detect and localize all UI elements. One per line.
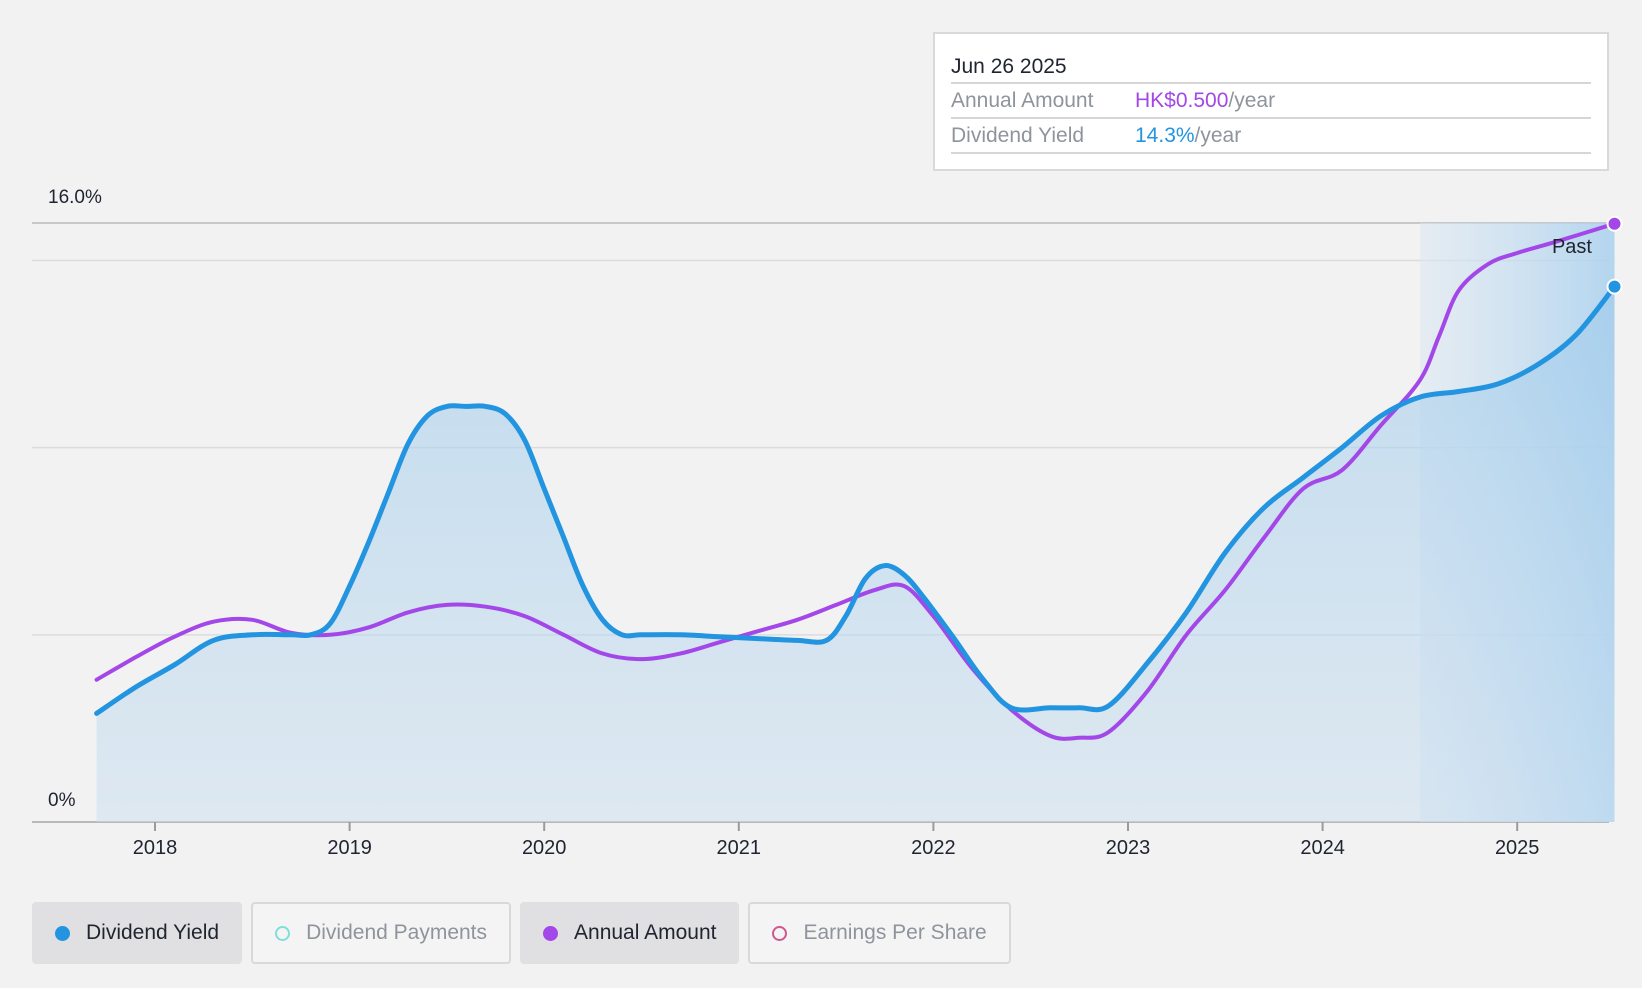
legend-label: Earnings Per Share: [803, 921, 987, 944]
tooltip-dividend-yield-row: Dividend Yield 14.3% /year: [951, 119, 1591, 154]
legend-earnings-per-share-button[interactable]: Earnings Per Share: [748, 902, 1011, 964]
legend: Dividend Yield Dividend Payments Annual …: [32, 902, 1020, 964]
dividend-payments-hollow-dot-icon: [275, 925, 291, 941]
x-tick-label: 2022: [911, 837, 956, 859]
legend-annual-amount-button[interactable]: Annual Amount: [520, 902, 740, 964]
annual-amount-end-marker: [1606, 215, 1623, 232]
x-tick-label: 2024: [1300, 837, 1345, 859]
tooltip-annual-amount-unit: /year: [1228, 89, 1276, 112]
tooltip-date: Jun 26 2025: [951, 51, 1591, 84]
legend-dividend-payments-button[interactable]: Dividend Payments: [251, 902, 512, 964]
dividend-yield-dot-icon: [55, 925, 70, 941]
x-tick-label: 2019: [327, 837, 372, 859]
y-axis-label-bottom: 0%: [48, 790, 76, 811]
tooltip-dividend-yield-unit: /year: [1194, 124, 1242, 147]
x-axis: 2018 2019 2020 2021 2022 2023 2024 2025: [133, 822, 1540, 859]
x-tick-label: 2018: [133, 837, 178, 859]
x-tick-label: 2025: [1495, 837, 1540, 859]
x-tick-label: 2023: [1106, 837, 1151, 859]
x-tick-label: 2020: [522, 837, 567, 859]
legend-label: Dividend Payments: [306, 921, 488, 944]
legend-label: Dividend Yield: [86, 921, 220, 944]
tooltip: Jun 26 2025 Annual Amount HK$0.500 /year…: [933, 32, 1609, 171]
tooltip-dividend-yield-value: 14.3%: [1135, 124, 1195, 147]
annual-amount-dot-icon: [543, 925, 559, 941]
x-tick-label: 2021: [717, 837, 762, 859]
legend-dividend-yield-button[interactable]: Dividend Yield: [32, 902, 243, 964]
tooltip-annual-amount-label: Annual Amount: [951, 89, 1094, 112]
annual-amount-line: [94, 221, 1617, 741]
dividend-yield-end-marker: [1606, 278, 1623, 295]
tooltip-dividend-yield-label: Dividend Yield: [951, 124, 1085, 147]
y-axis-label-top: 16.0%: [48, 187, 102, 208]
tooltip-annual-amount-value: HK$0.500: [1135, 89, 1229, 112]
dividend-yield-area: [96, 286, 1615, 823]
earnings-per-share-hollow-dot-icon: [772, 925, 788, 941]
dividend-chart: 2018 2019 2020 2021 2022 2023 2024 2025 16.0% 0…: [32, 187, 1623, 859]
tooltip-annual-amount-row: Annual Amount HK$0.500 /year: [951, 84, 1591, 119]
past-label: Past: [1552, 236, 1592, 258]
dividend-yield-line: [94, 284, 1617, 716]
legend-label: Annual Amount: [574, 921, 717, 944]
